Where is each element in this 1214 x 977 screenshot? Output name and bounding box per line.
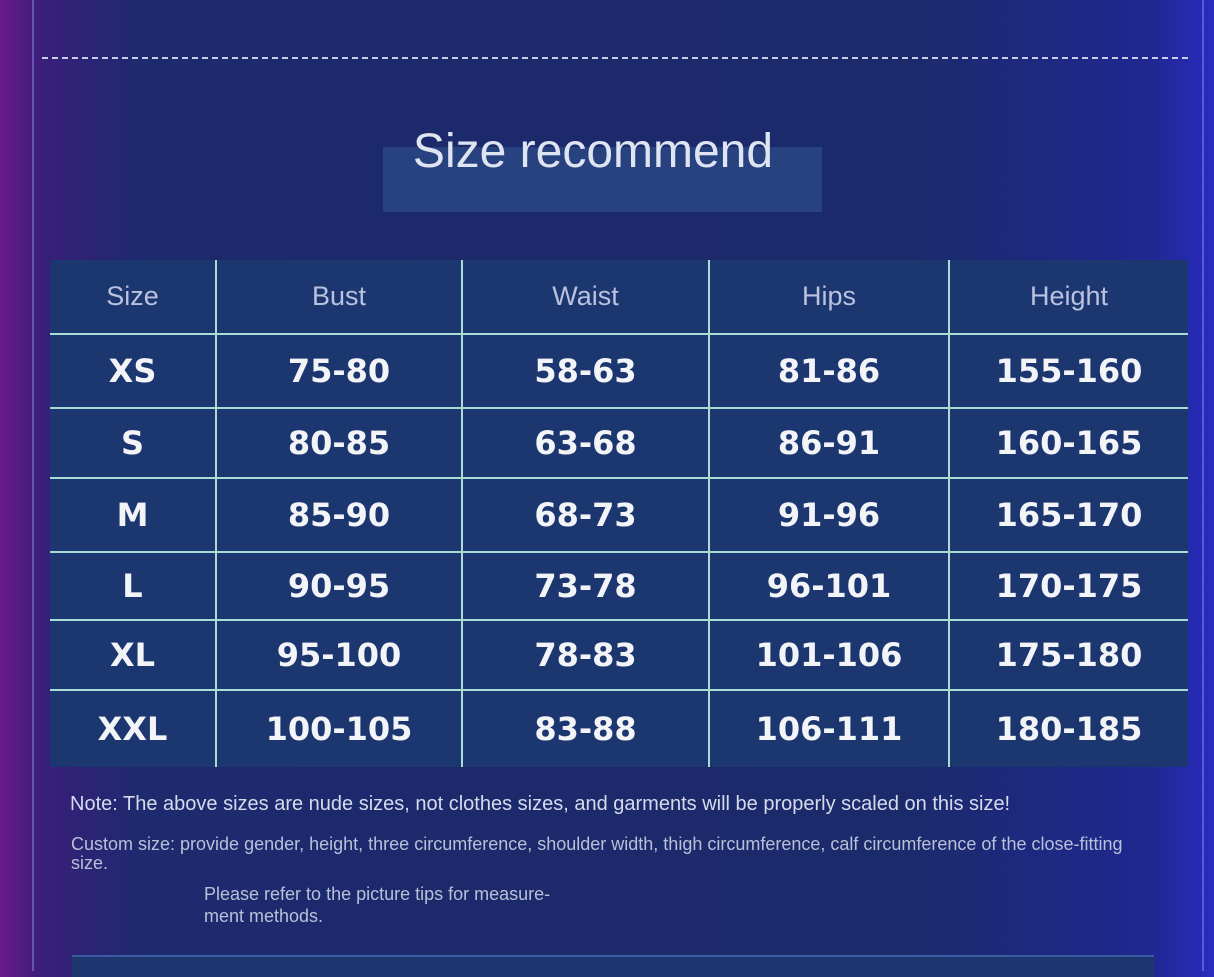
cell: XXL xyxy=(50,689,217,767)
cell: 106-111 xyxy=(708,689,950,767)
header-row: Size Bust Waist Hips Height xyxy=(50,260,1188,335)
cell: 101-106 xyxy=(708,619,950,691)
cell: 91-96 xyxy=(708,477,950,553)
cell: 165-170 xyxy=(948,477,1188,553)
cell: 68-73 xyxy=(461,477,710,553)
table-row: M 85-90 68-73 91-96 165-170 xyxy=(50,477,1188,553)
frame xyxy=(32,0,1204,971)
refer-note: Please refer to the picture tips for mea… xyxy=(204,883,550,927)
cell: 170-175 xyxy=(948,551,1188,621)
divider xyxy=(42,57,1188,59)
cell: 86-91 xyxy=(708,407,950,479)
refer-line: ment methods. xyxy=(204,906,324,926)
cell: 95-100 xyxy=(215,619,463,691)
cell: 100-105 xyxy=(215,689,463,767)
refer-line: Please refer to the picture tips for mea… xyxy=(204,884,551,904)
cell: 160-165 xyxy=(948,407,1188,479)
header-cell: Height xyxy=(948,260,1188,335)
cell: L xyxy=(50,551,217,621)
table-row: XXL 100-105 83-88 106-111 180-185 xyxy=(50,689,1188,767)
cell: 96-101 xyxy=(708,551,950,621)
cell: 80-85 xyxy=(215,407,463,479)
cell: 58-63 xyxy=(461,333,710,409)
custom-note: Custom size: provide gender, height, thr… xyxy=(71,834,1123,873)
note: Note: The above sizes are nude sizes, no… xyxy=(70,793,1011,815)
cell: XS xyxy=(50,333,217,409)
cell: 75-80 xyxy=(215,333,463,409)
table-row: S 80-85 63-68 86-91 160-165 xyxy=(50,407,1188,479)
cell: 63-68 xyxy=(461,407,710,479)
cell: XL xyxy=(50,619,217,691)
header-cell: Waist xyxy=(461,260,710,335)
cell: 73-78 xyxy=(461,551,710,621)
table-row: XL 95-100 78-83 101-106 175-180 xyxy=(50,619,1188,691)
cell: 155-160 xyxy=(948,333,1188,409)
cell: 78-83 xyxy=(461,619,710,691)
table-row: L 90-95 73-78 96-101 170-175 xyxy=(50,551,1188,621)
header-cell: Bust xyxy=(215,260,463,335)
cell: 180-185 xyxy=(948,689,1188,767)
size-table: Size Bust Waist Hips Height XS 75-80 58-63 81-86… xyxy=(50,260,1188,767)
header-cell: Size xyxy=(50,260,217,335)
cell: M xyxy=(50,477,217,553)
cell: 81-86 xyxy=(708,333,950,409)
cell: S xyxy=(50,407,217,479)
bottom-panel xyxy=(72,955,1154,977)
table-row: XS 75-80 58-63 81-86 155-160 xyxy=(50,333,1188,409)
cell: 83-88 xyxy=(461,689,710,767)
cell: 85-90 xyxy=(215,477,463,553)
cell: 175-180 xyxy=(948,619,1188,691)
cell: 90-95 xyxy=(215,551,463,621)
title: Size recommend xyxy=(412,125,774,178)
header-cell: Hips xyxy=(708,260,950,335)
title-highlight xyxy=(383,147,822,212)
